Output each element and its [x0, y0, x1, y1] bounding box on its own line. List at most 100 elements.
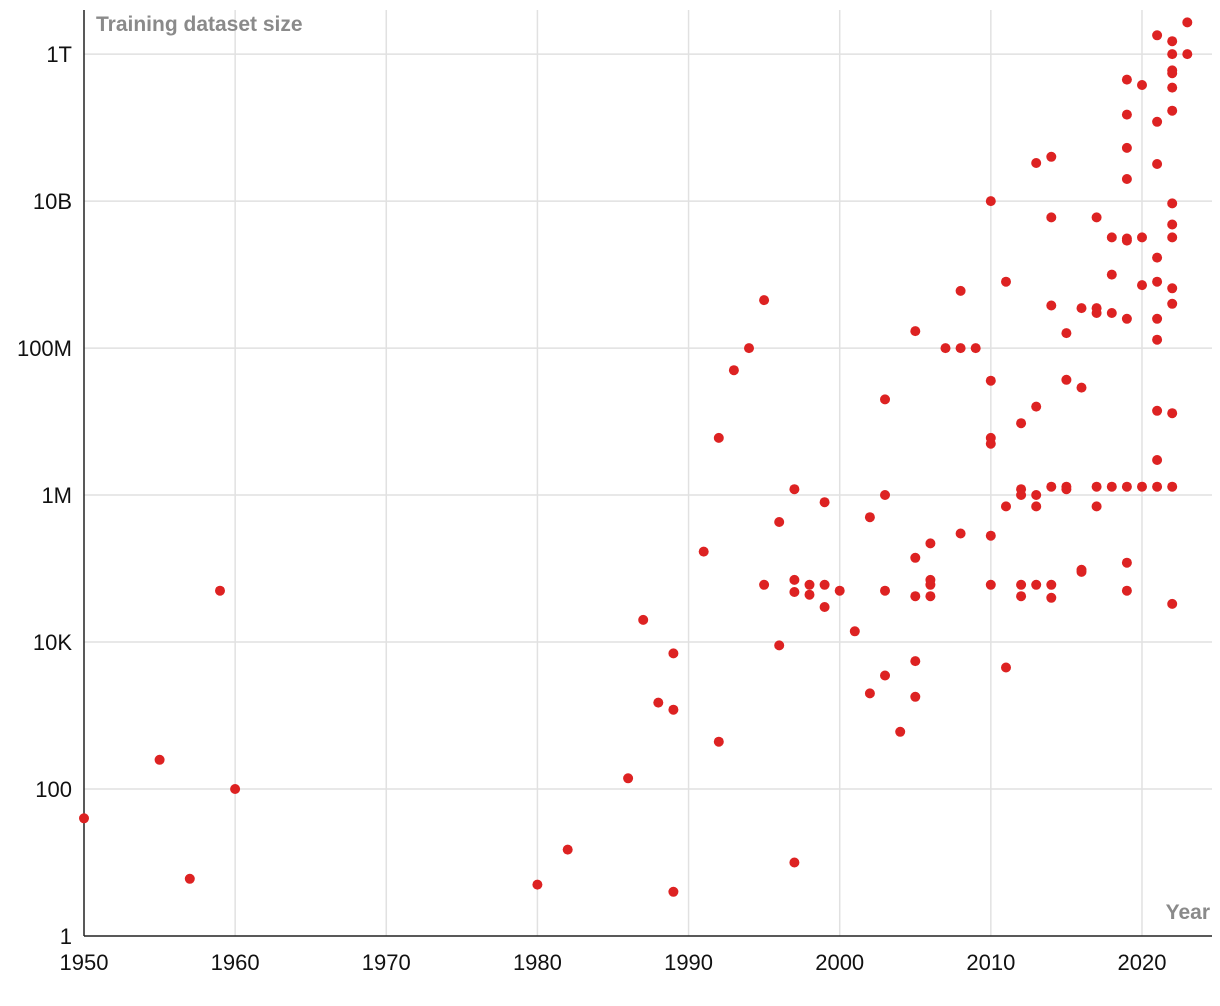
data-point	[985, 196, 996, 207]
data-point	[1031, 579, 1042, 590]
data-point	[1046, 592, 1057, 603]
data-point	[910, 691, 921, 702]
data-point	[1167, 232, 1178, 243]
data-point	[1031, 501, 1042, 512]
data-point	[1061, 374, 1072, 385]
data-point	[1091, 212, 1102, 223]
data-point	[1046, 151, 1057, 162]
data-point	[1137, 280, 1147, 291]
data-point	[1016, 418, 1027, 429]
axes	[83, 10, 1212, 937]
data-point	[1167, 219, 1178, 230]
data-point	[1182, 49, 1193, 60]
data-point	[1121, 313, 1132, 324]
x-tick-label: 1960	[211, 950, 260, 975]
data-point	[1061, 328, 1072, 339]
data-point	[1121, 235, 1132, 246]
data-point	[79, 813, 89, 824]
data-point	[1076, 382, 1087, 393]
data-point	[744, 343, 754, 354]
data-point	[880, 585, 890, 596]
data-point	[713, 736, 724, 747]
y-tick-label: 1T	[46, 42, 72, 67]
data-point	[1152, 334, 1163, 345]
data-point	[925, 579, 936, 590]
y-axis-title: Training dataset size	[96, 13, 303, 36]
data-point	[789, 587, 800, 597]
data-point	[638, 614, 649, 625]
data-point	[668, 648, 679, 659]
data-point	[925, 591, 936, 602]
x-tick-labels: 1950 1960 1970 1980 1990 2000 2010 2020	[60, 950, 1167, 975]
data-point	[1152, 481, 1163, 492]
data-point	[1121, 74, 1132, 85]
x-tick-label: 2010	[966, 950, 1015, 975]
data-point	[1046, 579, 1057, 590]
data-point	[985, 579, 996, 590]
y-tick-label: 1M	[41, 483, 72, 508]
data-point	[1016, 591, 1027, 602]
data-point	[759, 295, 770, 306]
data-point	[215, 585, 225, 596]
data-point	[1167, 298, 1178, 309]
data-point	[1001, 276, 1011, 287]
data-point	[955, 528, 966, 539]
data-point	[1167, 408, 1178, 419]
data-point	[955, 285, 966, 296]
data-point	[789, 574, 800, 585]
data-point	[1106, 308, 1117, 318]
data-point	[1076, 566, 1087, 577]
data-point	[1152, 455, 1163, 465]
data-point	[1001, 501, 1011, 512]
data-point	[1167, 598, 1178, 609]
data-point	[1046, 300, 1057, 311]
data-point	[562, 844, 573, 855]
data-point	[653, 697, 664, 708]
data-point	[774, 640, 785, 651]
data-point	[1106, 481, 1117, 492]
y-tick-label: 100M	[17, 336, 72, 361]
data-point	[713, 432, 724, 443]
x-axis-title: Year	[1166, 901, 1210, 924]
data-point	[895, 726, 906, 737]
data-point	[804, 579, 815, 590]
data-point	[789, 484, 800, 495]
data-point	[1061, 484, 1072, 495]
data-points	[79, 17, 1193, 897]
data-point	[1091, 308, 1102, 318]
data-point	[154, 754, 165, 765]
data-point	[804, 589, 815, 600]
data-point	[1152, 405, 1163, 416]
data-point	[864, 688, 875, 699]
data-point	[834, 585, 845, 596]
y-tick-label: 10K	[33, 630, 72, 655]
data-point	[1167, 49, 1178, 60]
data-point	[1152, 252, 1163, 263]
data-point	[1167, 105, 1178, 116]
data-point	[1167, 68, 1178, 79]
data-point	[1152, 159, 1163, 169]
data-point	[985, 438, 996, 449]
data-point	[1016, 579, 1027, 590]
data-point	[1137, 80, 1147, 90]
data-point	[1001, 662, 1011, 673]
data-point	[1076, 303, 1087, 314]
x-tick-label: 2000	[815, 950, 864, 975]
data-point	[1046, 481, 1057, 492]
data-point	[819, 497, 830, 508]
data-point	[1167, 481, 1178, 492]
data-point	[230, 784, 241, 794]
data-point	[1121, 142, 1132, 153]
y-tick-label: 1	[60, 924, 72, 949]
data-point	[880, 394, 890, 405]
data-point	[1167, 283, 1178, 294]
data-point	[668, 704, 679, 715]
x-tick-label: 1970	[362, 950, 411, 975]
data-point	[925, 538, 936, 549]
data-point	[849, 626, 860, 637]
data-point	[1031, 158, 1042, 168]
data-point	[819, 602, 830, 612]
data-point	[1031, 490, 1042, 500]
data-point	[728, 365, 739, 376]
